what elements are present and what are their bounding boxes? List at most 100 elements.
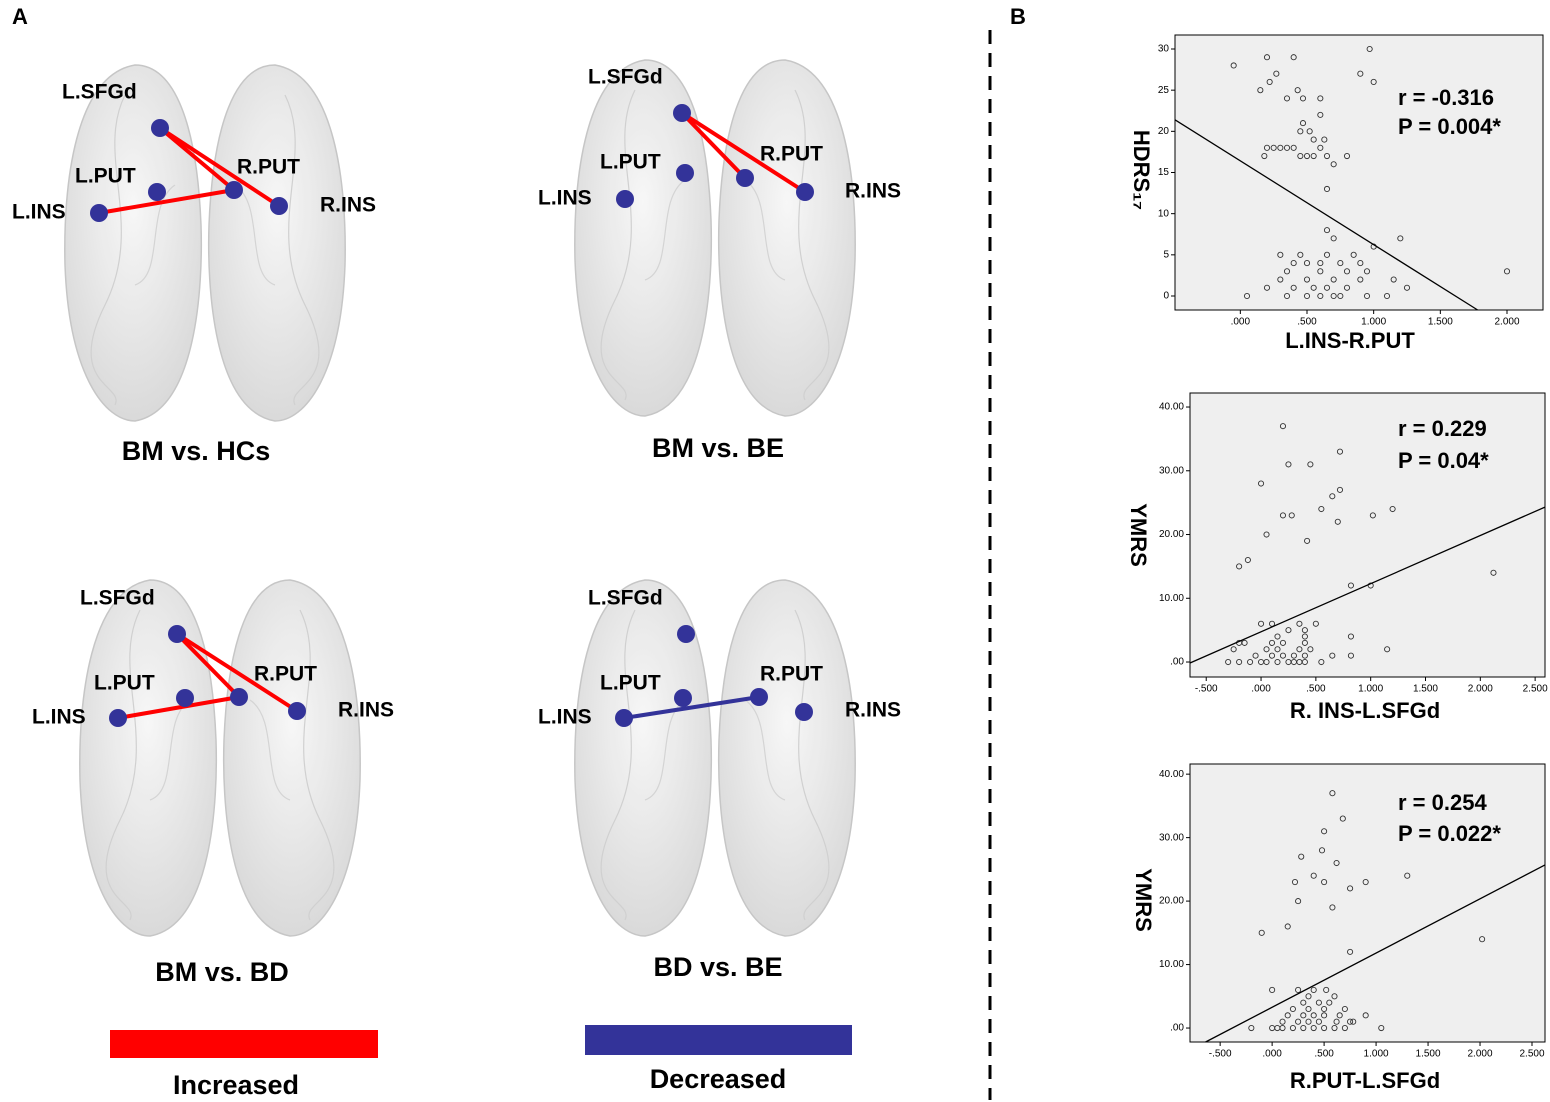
- point: [1330, 235, 1337, 242]
- y-axis-label: HDRS₁₇: [1129, 130, 1154, 210]
- connection: [117, 695, 240, 720]
- point: [1347, 633, 1354, 640]
- sulcus: [284, 94, 320, 406]
- point: [1258, 929, 1265, 936]
- point: [1300, 999, 1307, 1006]
- point: [1310, 152, 1317, 160]
- point: [1310, 1024, 1317, 1032]
- point: [1321, 1012, 1328, 1019]
- point: [1339, 815, 1346, 822]
- point: [1295, 986, 1302, 994]
- node-label: L.SFGd: [80, 587, 155, 610]
- node: [615, 709, 633, 727]
- node-label: R.INS: [845, 699, 901, 722]
- point: [1279, 639, 1287, 646]
- legend-swatch: [585, 1025, 852, 1055]
- annotation: r = -0.316: [1398, 85, 1494, 110]
- point: [1347, 1018, 1354, 1025]
- sulcus: [794, 609, 830, 921]
- fit-line: [1205, 864, 1546, 1043]
- node-label: R.PUT: [760, 143, 823, 166]
- point: [1326, 999, 1333, 1006]
- point: [1389, 505, 1396, 513]
- point: [1263, 284, 1271, 291]
- node: [736, 169, 754, 187]
- node-label: R.INS: [338, 699, 394, 722]
- point: [1323, 152, 1331, 160]
- point: [1333, 1018, 1340, 1025]
- point: [1301, 639, 1308, 646]
- annotation: r = 0.229: [1398, 416, 1487, 441]
- x-tick-label: 1.000: [1358, 684, 1383, 695]
- point: [1318, 847, 1326, 854]
- fit-line: [1174, 119, 1479, 311]
- point: [1362, 1012, 1369, 1019]
- point: [1270, 144, 1277, 151]
- point: [1296, 620, 1303, 627]
- x-tick-label: 2.000: [1468, 1049, 1493, 1060]
- node-label: R.PUT: [237, 156, 300, 179]
- point: [1283, 144, 1291, 151]
- y-tick-label: 30.00: [1159, 832, 1184, 843]
- point: [1334, 518, 1341, 525]
- point: [1312, 620, 1319, 627]
- point: [1236, 658, 1243, 666]
- point: [1279, 512, 1287, 519]
- point: [1306, 128, 1313, 135]
- point: [1247, 658, 1254, 666]
- point: [1369, 512, 1376, 519]
- point: [1321, 879, 1328, 886]
- point: [1263, 144, 1271, 151]
- point: [1268, 652, 1276, 659]
- point: [1279, 423, 1287, 430]
- x-tick-label: .000: [1251, 684, 1271, 695]
- y-tick-label: 15: [1158, 167, 1170, 178]
- point: [1317, 111, 1324, 118]
- annotation: P = 0.04*: [1398, 448, 1489, 473]
- y-axis-label: YMRS: [1131, 868, 1156, 932]
- point: [1297, 251, 1304, 258]
- sulcus: [299, 609, 335, 921]
- point: [1321, 136, 1328, 143]
- point: [1283, 268, 1291, 275]
- hemisphere: [574, 59, 713, 417]
- point: [1317, 260, 1324, 267]
- connection: [175, 632, 241, 699]
- y-tick-label: 40.00: [1159, 769, 1184, 780]
- legend-label: Decreased: [650, 1064, 787, 1094]
- x-tick-label: 2.500: [1523, 684, 1548, 695]
- node: [796, 183, 814, 201]
- y-tick-label: 10.00: [1159, 593, 1184, 604]
- node-label: L.INS: [538, 706, 592, 729]
- point: [1301, 652, 1308, 659]
- node-label: L.PUT: [600, 672, 661, 695]
- point: [1277, 276, 1284, 283]
- node-label: R.INS: [845, 180, 901, 203]
- point: [1378, 1024, 1385, 1032]
- y-tick-label: 30.00: [1159, 465, 1184, 476]
- node: [225, 181, 243, 199]
- point: [1357, 70, 1364, 77]
- node-label: R.PUT: [760, 663, 823, 686]
- node: [168, 625, 186, 643]
- point: [1301, 633, 1308, 640]
- y-tick-label: 10: [1158, 208, 1170, 219]
- node-label: L.SFGd: [62, 81, 137, 104]
- sulcus: [105, 609, 141, 921]
- point: [1225, 658, 1232, 666]
- point: [1307, 461, 1314, 468]
- x-axis-label: R.PUT-L.SFGd: [1290, 1068, 1440, 1093]
- node: [90, 204, 108, 222]
- point: [1273, 70, 1280, 77]
- hemisphere: [207, 64, 346, 422]
- point: [1290, 260, 1297, 267]
- point: [1289, 1005, 1296, 1013]
- point: [1317, 292, 1324, 300]
- connection: [98, 188, 235, 215]
- point: [1330, 292, 1337, 300]
- node: [674, 689, 692, 707]
- point: [1479, 936, 1486, 943]
- hemisphere: [717, 59, 856, 417]
- node: [750, 688, 768, 706]
- annotation: r = 0.254: [1398, 790, 1487, 815]
